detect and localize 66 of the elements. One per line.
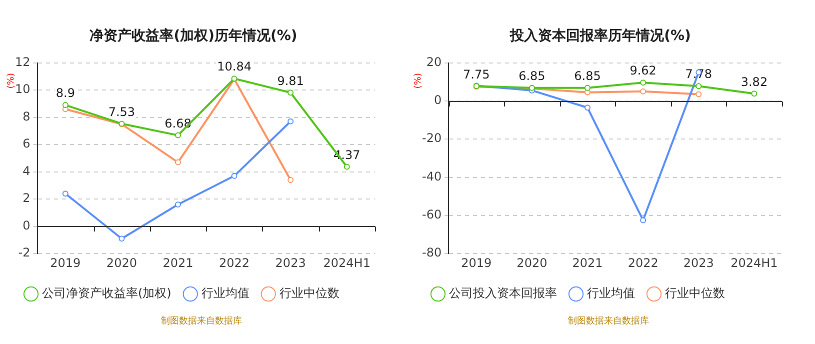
y-tick-label: 20	[426, 54, 442, 69]
x-tick-label: 2023	[275, 256, 306, 270]
y-tick-label: 0	[434, 93, 442, 108]
point	[174, 132, 181, 138]
point	[288, 90, 294, 96]
text: 制图数据来自数据库	[161, 315, 242, 326]
point	[62, 190, 68, 197]
point	[174, 202, 181, 208]
data-label: 8.9	[56, 86, 75, 100]
y-tick-label: 12	[14, 54, 30, 69]
legend-label: 行业中位数	[279, 286, 340, 300]
x-tick-label: 2021	[162, 256, 194, 270]
point	[640, 217, 646, 224]
x-tick-label: 2023	[683, 256, 714, 270]
chart-title: 投入资本回报率历年情况(%)	[509, 27, 691, 44]
point	[288, 118, 294, 124]
point	[640, 80, 646, 86]
y-tick-label: -40	[422, 169, 442, 184]
point	[344, 164, 350, 170]
data-label: 10.84	[217, 60, 252, 74]
x-tick-label: 2022	[219, 256, 250, 270]
y-tick-label: 10	[14, 82, 30, 96]
x-tick-label: 2019	[50, 256, 81, 270]
y-tick-label: 4	[22, 164, 30, 178]
y-axis-title: (%)	[6, 73, 16, 89]
data-label: 7.53	[108, 104, 136, 119]
y-tick-label: -20	[422, 131, 442, 146]
y-axis-title: (%)	[413, 73, 424, 89]
legend-label: 公司投入资本回报率	[449, 286, 557, 300]
data-label: 9.81	[277, 74, 304, 88]
data-label: 6.85	[518, 69, 546, 84]
text: 制图数据来自数据库	[568, 315, 649, 326]
y-tick-label: -60	[422, 208, 442, 222]
point	[696, 91, 702, 98]
y-tick-label: -2	[18, 246, 30, 260]
y-tick-label: 6	[22, 136, 30, 151]
point	[118, 236, 125, 242]
data-label: 6.85	[574, 69, 601, 84]
legend-label: 公司净资产收益率(加权)	[42, 286, 172, 300]
point	[751, 90, 758, 97]
data-label: 9.62	[630, 64, 656, 78]
legend-label: 行业中位数	[665, 286, 725, 300]
y-tick-label: 8	[22, 109, 30, 124]
x-tick-label: 2022	[628, 256, 658, 270]
y-tick-label: 2	[22, 191, 30, 206]
point	[174, 159, 181, 166]
x-tick-label: 2021	[572, 256, 603, 270]
y-tick-label: -80	[422, 246, 442, 260]
chart-title: 净资产收益率(加权)历年情况(%)	[90, 27, 298, 44]
y-tick-label: 0	[22, 218, 30, 232]
point	[288, 177, 294, 184]
point	[231, 172, 238, 179]
legend-label: 行业均值	[201, 286, 250, 300]
data-label: 7.75	[463, 67, 490, 82]
point	[584, 84, 591, 91]
point	[584, 104, 591, 111]
point	[696, 83, 702, 90]
x-tick-label: 2020	[516, 256, 548, 270]
point	[62, 102, 68, 108]
x-tick-label: 2019	[461, 256, 492, 270]
x-tick-label: 2024H1	[323, 256, 370, 270]
x-tick-label: 2024H1	[730, 256, 778, 270]
data-label: 3.82	[740, 74, 768, 89]
legend-label: 行业均值	[587, 286, 635, 300]
x-tick-label: 2020	[106, 256, 137, 270]
point	[640, 88, 646, 94]
